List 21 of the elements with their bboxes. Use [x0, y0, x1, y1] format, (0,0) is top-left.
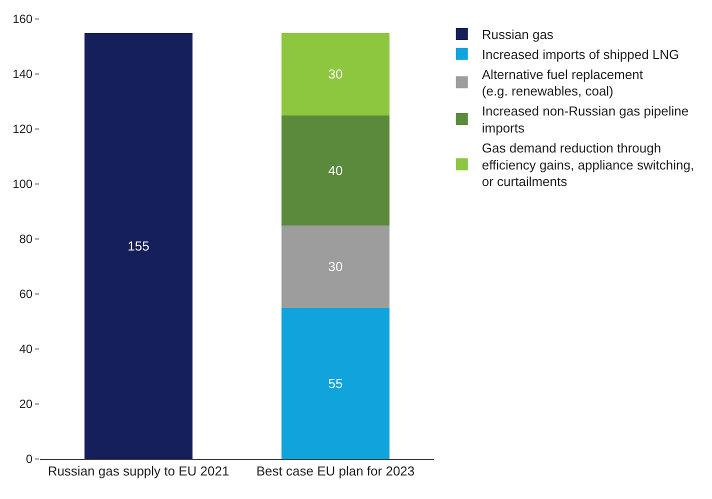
y-tick-label: 0 [26, 452, 33, 466]
legend-label: Russian gas [482, 27, 554, 42]
legend-label: Alternative fuel replacement (e.g. renewables, coal) [482, 66, 644, 99]
legend-label: Gas demand reduction through efficiency gains, appliance switching, or curtailments [482, 140, 694, 190]
legend-label: Increased imports of shipped LNG [482, 46, 680, 62]
x-tick-label: Best case EU plan for 2023 [256, 464, 415, 479]
y-tick-label: 100 [12, 177, 33, 192]
data-label: 55 [328, 376, 343, 391]
data-label: 40 [328, 162, 343, 178]
y-tick-label: 40 [19, 342, 33, 356]
y-tick-label: 120 [12, 122, 33, 136]
data-label: 30 [328, 259, 343, 274]
data-label: 155 [128, 238, 150, 254]
y-tick-label: 80 [19, 232, 33, 246]
data-label: 30 [328, 66, 343, 82]
y-tick-label: 160 [12, 12, 33, 26]
y-tick-label: 140 [12, 67, 33, 82]
y-tick-label: 60 [19, 287, 33, 302]
y-tick-label: 20 [19, 397, 33, 412]
legend-label: Increased non-Russian gas pipeline imports [482, 104, 689, 136]
x-tick-label: Russian gas supply to EU 2021 [48, 464, 230, 479]
